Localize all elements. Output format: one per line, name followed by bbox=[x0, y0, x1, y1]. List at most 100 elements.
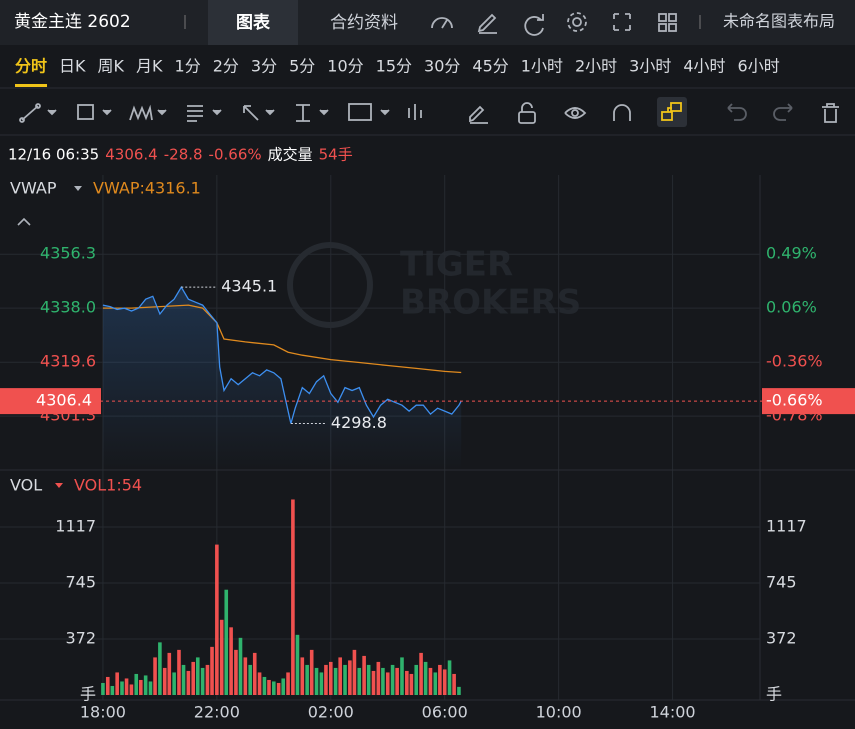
period-tab[interactable]: 10分 bbox=[327, 57, 363, 76]
drawing-toolbar[interactable] bbox=[19, 102, 839, 124]
volume-bar bbox=[134, 673, 139, 695]
top-bar bbox=[0, 0, 855, 45]
volume-bar bbox=[210, 646, 214, 695]
price-line bbox=[102, 285, 462, 424]
volume-bar bbox=[281, 678, 286, 695]
y2-tick-label: 手 bbox=[766, 685, 782, 704]
active-underline bbox=[15, 84, 48, 87]
indicator-value: VOL1:54 bbox=[74, 476, 142, 495]
y2-tick-label: 745 bbox=[766, 572, 797, 591]
volume-bar bbox=[252, 652, 257, 695]
info-volume-label: 成交量 bbox=[268, 146, 313, 164]
volume-bar bbox=[191, 661, 196, 695]
volume-bar bbox=[395, 667, 399, 695]
y-tick-label: 372 bbox=[65, 629, 96, 648]
period-tab[interactable]: 45分 bbox=[472, 57, 508, 76]
volume-bar bbox=[272, 681, 276, 695]
volume-bar bbox=[400, 657, 404, 695]
indicator-name[interactable]: VOL bbox=[10, 476, 42, 495]
y2-tick-label: -0.36% bbox=[766, 352, 823, 371]
dropdown-caret[interactable] bbox=[55, 483, 63, 488]
volume-bar bbox=[243, 657, 248, 695]
volume-bar bbox=[153, 657, 157, 695]
last-price-label: 4306.4 bbox=[36, 391, 92, 410]
tab[interactable]: 图表 bbox=[236, 12, 271, 33]
volume-bar bbox=[305, 664, 309, 695]
watermark: BROKERS bbox=[400, 283, 581, 323]
volume-bar bbox=[120, 681, 124, 695]
layout-name[interactable]: 未命名图表布局 bbox=[723, 12, 835, 31]
period-tab[interactable]: 月K bbox=[136, 57, 163, 76]
volume-bar bbox=[291, 499, 295, 695]
volume-bar bbox=[181, 664, 186, 695]
volume-bar bbox=[457, 686, 461, 695]
volume-bar bbox=[110, 685, 115, 695]
volume-bar bbox=[162, 667, 167, 695]
volume-bar bbox=[129, 684, 134, 695]
info-volume: 54手 bbox=[319, 146, 353, 164]
volume-bar bbox=[262, 676, 267, 695]
volume-bar bbox=[234, 649, 238, 695]
x-tick-label: 14:00 bbox=[650, 703, 696, 722]
last-pct-label: -0.66% bbox=[766, 391, 823, 410]
volume-bar bbox=[167, 652, 172, 695]
period-tab[interactable]: 日K bbox=[59, 57, 86, 76]
volume-bar bbox=[300, 657, 305, 695]
dropdown-caret[interactable] bbox=[74, 186, 82, 191]
volume-bar bbox=[366, 664, 371, 695]
x-tick-label: 22:00 bbox=[194, 703, 240, 722]
volume-bar bbox=[219, 619, 224, 695]
period-tab[interactable]: 15分 bbox=[376, 57, 412, 76]
volume-bar bbox=[215, 544, 219, 695]
x-tick-label: 10:00 bbox=[536, 703, 582, 722]
y-tick-label: 4356.3 bbox=[40, 244, 96, 263]
volume-bar bbox=[238, 637, 243, 695]
volume-bar bbox=[177, 649, 181, 695]
period-tab[interactable]: 4小时 bbox=[683, 57, 725, 76]
volume-bar bbox=[205, 664, 210, 695]
volume-bar bbox=[376, 661, 381, 695]
period-tab[interactable]: 6小时 bbox=[738, 57, 780, 76]
active-tab-bg bbox=[208, 0, 298, 45]
info-row: 12/16 06:35 4306.4 -28.8 -0.66% 成交量 54手 bbox=[8, 146, 353, 164]
volume-bar bbox=[343, 664, 347, 695]
period-tab[interactable]: 5分 bbox=[289, 57, 315, 76]
period-tab[interactable]: 1分 bbox=[175, 57, 201, 76]
y-tick-label: 手 bbox=[80, 685, 96, 704]
volume-bar bbox=[348, 660, 352, 695]
period-tab[interactable]: 周K bbox=[98, 57, 125, 76]
volume-bar bbox=[338, 657, 342, 695]
volume-bar bbox=[371, 670, 376, 695]
volume-bar bbox=[158, 642, 162, 695]
volume-bar bbox=[385, 672, 390, 695]
volume-bar bbox=[276, 682, 281, 695]
y2-tick-label: 372 bbox=[766, 629, 797, 648]
top-icons[interactable] bbox=[431, 12, 677, 36]
symbol[interactable]: 黄金主连 2602 bbox=[14, 12, 131, 32]
period-tab[interactable]: 3小时 bbox=[629, 57, 671, 76]
period-tab[interactable]: 分时 bbox=[15, 57, 47, 76]
volume-bar bbox=[433, 672, 438, 695]
tab[interactable]: 合约资料 bbox=[330, 13, 398, 33]
period-tab[interactable]: 2小时 bbox=[575, 57, 617, 76]
period-tab[interactable]: 3分 bbox=[251, 57, 277, 76]
volume-bar bbox=[423, 661, 428, 695]
volume-bar bbox=[357, 667, 362, 695]
period-tab[interactable]: 30分 bbox=[424, 57, 460, 76]
collapse-icon[interactable] bbox=[17, 217, 31, 226]
volume-bar bbox=[229, 627, 233, 695]
volume-bar bbox=[295, 634, 300, 695]
y-tick-label: 4338.0 bbox=[40, 298, 96, 317]
y2-tick-label: 1117 bbox=[766, 517, 807, 536]
volume-bar bbox=[248, 664, 252, 695]
volume-bar bbox=[381, 667, 385, 695]
info-change-pct: -0.66% bbox=[209, 146, 262, 164]
indicator-name[interactable]: VWAP bbox=[10, 179, 57, 198]
period-tab[interactable]: 2分 bbox=[213, 57, 239, 76]
period-tab[interactable]: 1小时 bbox=[521, 57, 563, 76]
y2-tick-label: 0.49% bbox=[766, 244, 817, 263]
volume-bar bbox=[139, 679, 143, 695]
last-price-tag bbox=[0, 388, 101, 415]
volume-bar bbox=[324, 664, 328, 695]
